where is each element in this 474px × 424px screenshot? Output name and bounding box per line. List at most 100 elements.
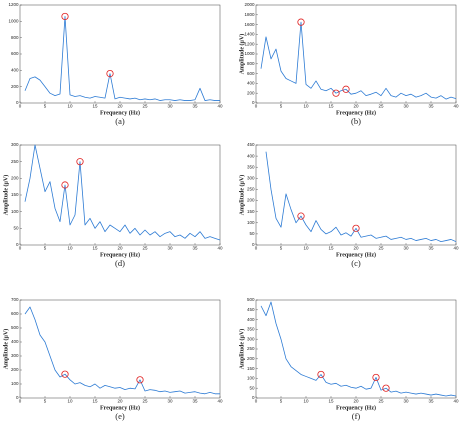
peak-circle (342, 85, 350, 93)
plot-frame (19, 4, 221, 104)
y-tick-label: 1200 (8, 2, 19, 7)
y-tick-label: 0 (16, 395, 19, 400)
y-axis-label: Amplitude (μV) (2, 175, 9, 216)
peak-circle (372, 373, 380, 382)
spectrum-line (265, 151, 457, 243)
x-tick-label: 5 (280, 399, 283, 404)
x-tick-label: 40 (217, 104, 223, 109)
peak-circle (352, 224, 360, 232)
x-tick-label: 35 (192, 399, 198, 404)
x-tick-label: 20 (353, 246, 359, 251)
x-tick-label: 5 (44, 399, 47, 404)
x-tick-label: 10 (303, 246, 309, 251)
x-axis-label: Frequency (Hz) (100, 251, 140, 258)
y-tick-label: 400 (247, 81, 255, 86)
x-tick-label: 10 (67, 399, 73, 404)
y-axis-label: Amplitude (μV) (238, 329, 245, 370)
x-axis-label: Frequency (Hz) (336, 109, 376, 116)
y-tick-label: 400 (11, 339, 19, 344)
y-tick-label: 100 (247, 376, 255, 381)
plot-frame (19, 144, 221, 246)
x-tick-label: 0 (255, 246, 258, 251)
x-axis-label: Frequency (Hz) (336, 251, 376, 258)
caption: (b) (351, 116, 361, 126)
x-tick-label: 30 (167, 399, 173, 404)
x-tick-label: 0 (255, 104, 258, 109)
x-tick-label: 30 (167, 104, 173, 109)
y-tick-label: 700 (11, 297, 19, 302)
peak-circle (61, 370, 69, 378)
spectrum-line (260, 21, 457, 100)
x-tick-label: 10 (67, 104, 73, 109)
x-tick-label: 15 (92, 104, 98, 109)
y-axis-label: Amplitude (μV) (238, 34, 245, 75)
y-tick-label: 600 (11, 311, 19, 316)
y-tick-label: 350 (247, 164, 255, 169)
y-tick-label: 250 (11, 159, 19, 164)
x-tick-label: 20 (353, 104, 359, 109)
plot-frame (19, 299, 221, 399)
x-tick-label: 40 (453, 104, 459, 109)
x-tick-label: 5 (44, 104, 47, 109)
caption: (d) (115, 258, 125, 268)
x-tick-label: 15 (328, 246, 334, 251)
x-tick-label: 25 (378, 246, 384, 251)
x-tick-label: 35 (192, 104, 198, 109)
x-tick-label: 25 (378, 104, 384, 109)
y-tick-label: 450 (247, 307, 255, 312)
x-tick-label: 25 (142, 104, 148, 109)
x-tick-label: 0 (19, 399, 22, 404)
peak-circle (297, 212, 305, 220)
x-tick-label: 10 (303, 399, 309, 404)
y-tick-label: 100 (11, 381, 19, 386)
x-tick-label: 30 (403, 399, 409, 404)
y-tick-label: 400 (11, 68, 19, 73)
x-tick-label: 40 (217, 246, 223, 251)
x-tick-label: 20 (353, 399, 359, 404)
y-tick-label: 0 (16, 242, 19, 247)
x-tick-label: 5 (44, 246, 47, 251)
y-tick-label: 200 (247, 90, 255, 95)
y-tick-label: 50 (249, 385, 255, 390)
y-tick-label: 100 (247, 220, 255, 225)
y-tick-label: 300 (11, 353, 19, 358)
spectrum-line (24, 306, 220, 395)
x-tick-label: 20 (117, 104, 123, 109)
x-tick-label: 10 (67, 246, 73, 251)
y-tick-label: 50 (13, 226, 19, 231)
y-tick-label: 1400 (244, 32, 255, 37)
y-axis-label: Amplitude (μV) (2, 329, 9, 370)
x-tick-label: 40 (453, 246, 459, 251)
y-tick-label: 800 (11, 35, 19, 40)
y-tick-label: 1000 (244, 51, 255, 56)
x-tick-label: 5 (280, 246, 283, 251)
y-tick-label: 1600 (244, 22, 255, 27)
y-tick-label: 1200 (244, 41, 255, 46)
x-tick-label: 35 (428, 104, 434, 109)
y-tick-label: 200 (11, 84, 19, 89)
x-tick-label: 15 (92, 399, 98, 404)
caption: (a) (115, 116, 125, 126)
peak-circle (332, 89, 340, 97)
x-tick-label: 40 (217, 399, 223, 404)
peak-circle (61, 12, 69, 21)
x-axis-label: Frequency (Hz) (100, 404, 140, 411)
peak-circle (76, 158, 84, 166)
x-tick-label: 20 (117, 246, 123, 251)
x-tick-label: 20 (117, 399, 123, 404)
y-tick-label: 150 (247, 366, 255, 371)
peak-circle (61, 181, 69, 189)
spectrum-line (24, 16, 220, 101)
y-tick-label: 2000 (244, 2, 255, 7)
y-tick-label: 200 (247, 198, 255, 203)
x-tick-label: 10 (303, 104, 309, 109)
plot-frame (255, 4, 457, 104)
y-tick-label: 50 (249, 231, 255, 236)
y-tick-label: 450 (247, 142, 255, 147)
y-tick-label: 150 (247, 209, 255, 214)
x-tick-label: 35 (192, 246, 198, 251)
y-tick-label: 100 (11, 209, 19, 214)
y-tick-label: 200 (11, 367, 19, 372)
x-tick-label: 40 (453, 399, 459, 404)
x-tick-label: 35 (428, 246, 434, 251)
